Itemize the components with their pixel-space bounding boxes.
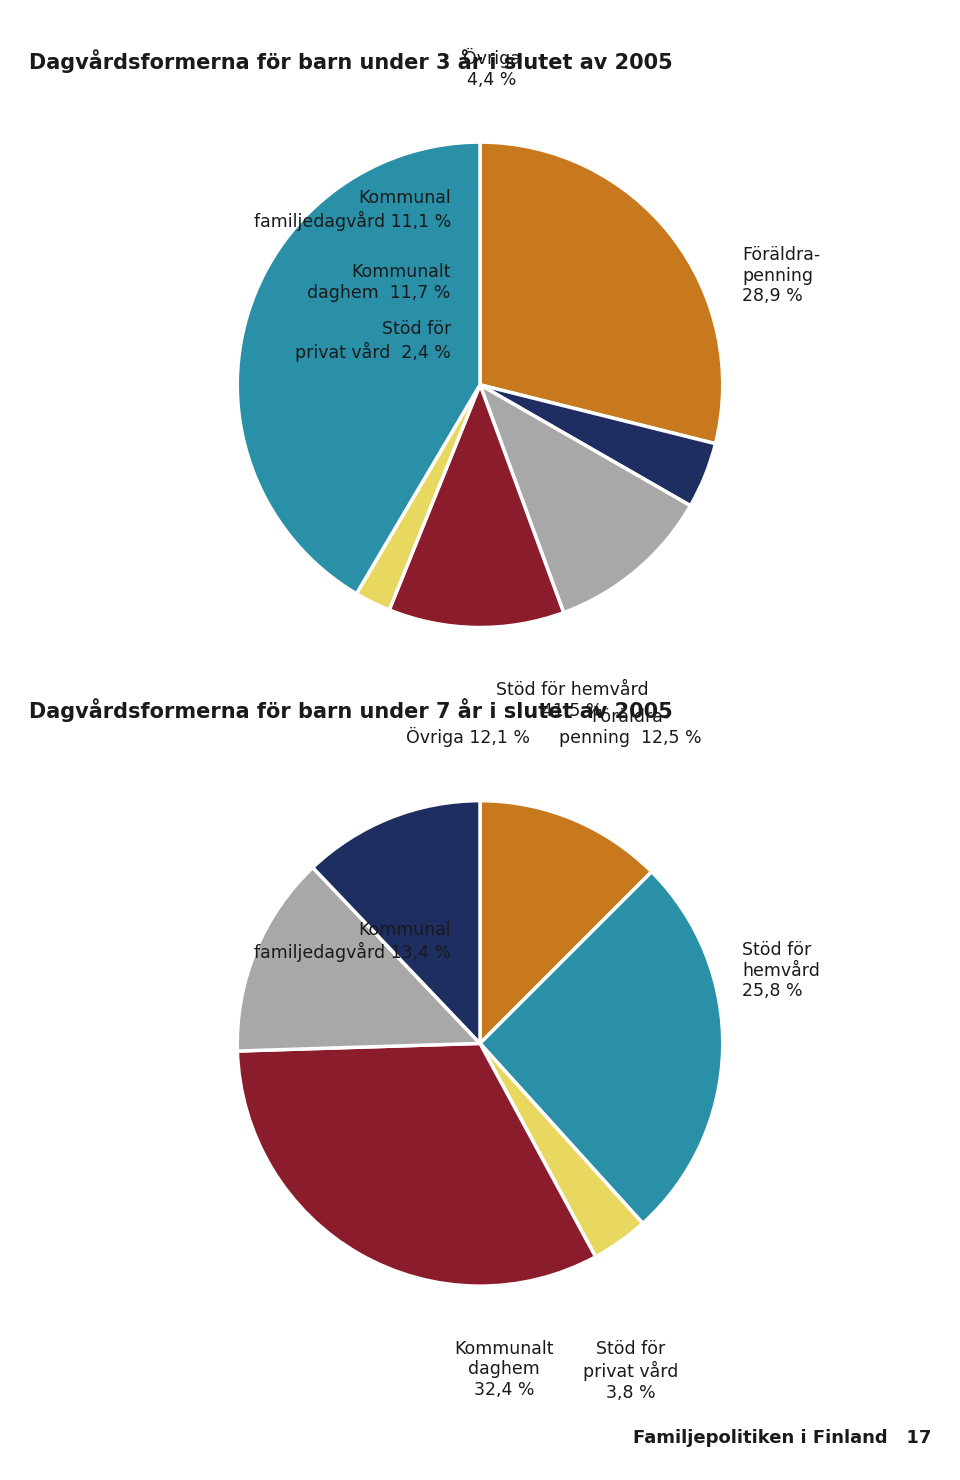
Text: Föräldra-
penning
28,9 %: Föräldra- penning 28,9 %: [742, 246, 821, 305]
Text: Kommunal
familjedagvård 13,4 %: Kommunal familjedagvård 13,4 %: [253, 921, 451, 962]
Text: Stöd för
privat vård
3,8 %: Stöd för privat vård 3,8 %: [583, 1339, 678, 1402]
Text: Stöd för
privat vård  2,4 %: Stöd för privat vård 2,4 %: [295, 321, 451, 361]
Wedge shape: [237, 867, 480, 1051]
Text: Kommunalt
daghem
32,4 %: Kommunalt daghem 32,4 %: [454, 1339, 554, 1399]
Text: Stöd för hemvård
41,5 %: Stöd för hemvård 41,5 %: [496, 681, 649, 719]
Wedge shape: [237, 142, 480, 593]
Text: Familjepolitiken i Finland   17: Familjepolitiken i Finland 17: [633, 1430, 931, 1447]
Wedge shape: [480, 801, 652, 1043]
Wedge shape: [237, 1043, 595, 1286]
Wedge shape: [480, 385, 690, 613]
Text: Övriga
4,4 %: Övriga 4,4 %: [463, 47, 521, 89]
Text: Föräldra-
penning  12,5 %: Föräldra- penning 12,5 %: [559, 709, 702, 747]
Text: Övriga 12,1 %: Övriga 12,1 %: [406, 727, 530, 747]
Wedge shape: [389, 385, 564, 628]
Text: Stöd för
hemvård
25,8 %: Stöd för hemvård 25,8 %: [742, 941, 820, 1000]
Text: Dagvårdsformerna för barn under 3 år i slutet av 2005: Dagvårdsformerna för barn under 3 år i s…: [29, 49, 673, 73]
Wedge shape: [356, 385, 480, 610]
Wedge shape: [480, 872, 723, 1224]
Wedge shape: [480, 385, 715, 506]
Text: Kommunalt
daghem  11,7 %: Kommunalt daghem 11,7 %: [307, 263, 451, 302]
Wedge shape: [480, 1043, 643, 1257]
Wedge shape: [313, 801, 480, 1043]
Text: Kommunal
familjedagvård 11,1 %: Kommunal familjedagvård 11,1 %: [253, 189, 451, 231]
Text: Dagvårdsformerna för barn under 7 år i slutet av 2005: Dagvårdsformerna för barn under 7 år i s…: [29, 699, 673, 722]
Wedge shape: [480, 142, 723, 444]
